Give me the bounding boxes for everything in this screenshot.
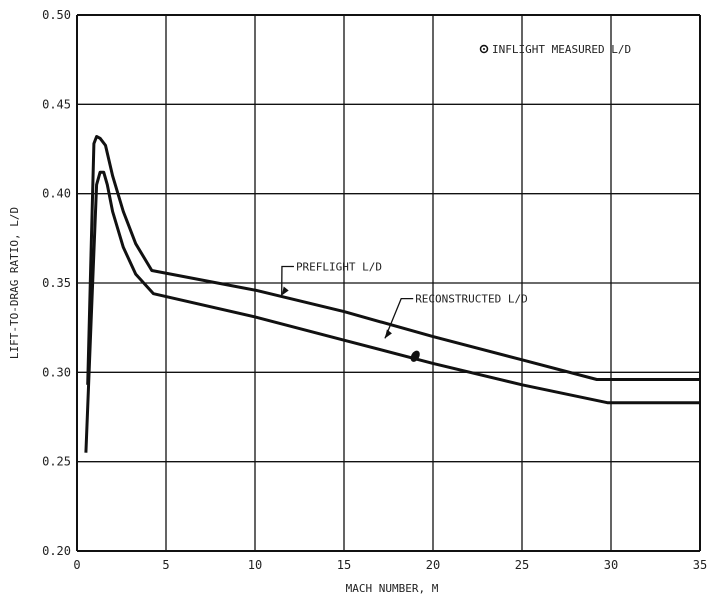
x-tick-label: 15 xyxy=(337,558,351,572)
x-tick-label: 30 xyxy=(604,558,618,572)
legend: INFLIGHT MEASURED L/D xyxy=(479,43,631,56)
x-tick-label: 5 xyxy=(162,558,169,572)
x-tick-label: 20 xyxy=(426,558,440,572)
x-tick-label: 25 xyxy=(515,558,529,572)
y-tick-label: 0.40 xyxy=(42,187,71,201)
x-tick-label: 0 xyxy=(73,558,80,572)
arrowhead-icon xyxy=(384,329,392,339)
grid xyxy=(76,14,701,552)
curves xyxy=(84,135,700,453)
y-tick-label: 0.35 xyxy=(42,276,71,290)
x-axis-label: MACH NUMBER, M xyxy=(346,582,439,595)
series-reconstructed-l-d xyxy=(84,170,700,453)
y-axis-label: LIFT-TO-DRAG RATIO, L/D xyxy=(8,207,21,359)
y-tick-label: 0.20 xyxy=(42,544,71,558)
y-tick-label: 0.25 xyxy=(42,455,71,469)
series-preflight-l-d xyxy=(86,135,700,385)
x-tick-label: 35 xyxy=(693,558,707,572)
x-tick-label: 10 xyxy=(248,558,262,572)
annotation-leader xyxy=(384,298,414,339)
legend-label: INFLIGHT MEASURED L/D xyxy=(492,43,631,56)
annotations: PREFLIGHT L/D RECONSTRUCTED L/D xyxy=(281,260,528,339)
legend-marker-icon xyxy=(479,44,489,54)
tick-labels: 0 5 10 15 20 25 30 35 0.20 0.25 0.30 0.35 0.40 0.45 0.… xyxy=(42,8,707,572)
inflight-measured-point xyxy=(410,350,420,362)
annotation-label: RECONSTRUCTED L/D xyxy=(415,293,528,306)
annotation-leader xyxy=(281,265,294,296)
y-tick-label: 0.45 xyxy=(42,97,71,111)
y-tick-label: 0.30 xyxy=(42,365,71,379)
arrowhead-icon xyxy=(281,286,289,296)
annotation-label: PREFLIGHT L/D xyxy=(296,260,382,273)
y-tick-label: 0.50 xyxy=(42,8,71,22)
